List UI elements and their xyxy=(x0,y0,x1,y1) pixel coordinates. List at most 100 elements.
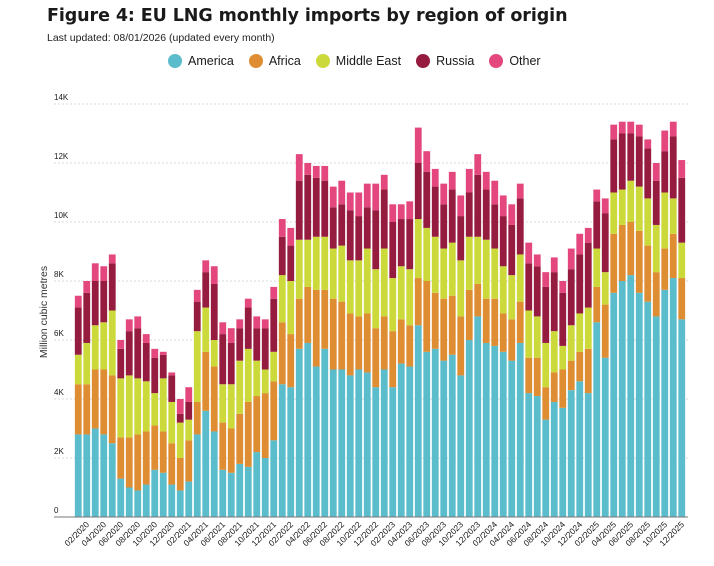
bar-africa xyxy=(550,372,558,402)
bar-africa xyxy=(644,245,652,302)
legend-swatch-middle-east xyxy=(315,54,330,68)
bar-america xyxy=(644,301,652,517)
bar-other xyxy=(244,298,252,308)
bar-america xyxy=(270,440,278,517)
bar-america xyxy=(457,375,465,517)
bar-middle-east xyxy=(516,254,524,302)
bar-middle-east xyxy=(423,227,431,281)
bar-middle-east xyxy=(499,266,507,314)
bar-africa xyxy=(601,304,609,358)
y-tick-label: 6K xyxy=(54,329,64,338)
legend-swatch-america xyxy=(168,54,182,68)
bar-africa xyxy=(533,357,541,397)
bar-africa xyxy=(253,396,261,453)
legend-swatch-africa xyxy=(248,54,263,68)
bar-middle-east xyxy=(533,316,541,358)
bar-america xyxy=(142,484,150,517)
bar-russia xyxy=(661,151,669,193)
bar-america xyxy=(389,387,397,517)
bar-middle-east xyxy=(406,269,414,326)
bar-africa xyxy=(491,298,499,346)
bar-america xyxy=(151,469,159,517)
bar-russia xyxy=(108,263,116,311)
bar-other xyxy=(295,154,303,181)
bar-other xyxy=(499,195,507,217)
legend-item-america[interactable]: America xyxy=(168,54,234,68)
bar-africa xyxy=(525,357,533,394)
legend-label-other: Other xyxy=(509,54,541,68)
bar-middle-east xyxy=(465,236,473,290)
bar-america xyxy=(593,322,601,517)
bar-middle-east xyxy=(244,348,252,402)
bar-russia xyxy=(644,148,652,199)
bar-middle-east xyxy=(321,236,329,290)
bar-other xyxy=(151,348,159,358)
bar-other xyxy=(601,198,609,214)
bar-russia xyxy=(117,348,125,379)
chart-title: Figure 4: EU LNG monthly imports by regi… xyxy=(47,6,568,26)
bar-middle-east xyxy=(610,192,618,234)
bar-other xyxy=(193,289,201,302)
bar-africa xyxy=(219,422,227,470)
bar-russia xyxy=(397,219,405,267)
bar-africa xyxy=(610,233,618,293)
bar-middle-east xyxy=(457,260,465,317)
bar-russia xyxy=(151,357,159,394)
bar-other xyxy=(287,227,295,246)
bar-america xyxy=(287,387,295,517)
bar-other xyxy=(610,124,618,140)
bar-middle-east xyxy=(117,378,125,438)
bar-america xyxy=(635,292,643,517)
bar-other xyxy=(142,334,150,343)
bar-russia xyxy=(652,180,660,225)
bar-middle-east xyxy=(644,198,652,246)
bar-africa xyxy=(83,384,91,435)
bar-other xyxy=(593,189,601,202)
bar-other xyxy=(550,257,558,273)
bar-other xyxy=(576,233,584,255)
bar-america xyxy=(236,463,244,517)
bar-africa xyxy=(287,334,295,388)
bar-america xyxy=(508,360,516,517)
bar-america xyxy=(312,366,320,517)
bar-russia xyxy=(202,272,210,308)
legend-item-russia[interactable]: Russia xyxy=(416,54,474,68)
bar-other xyxy=(329,186,337,208)
bar-africa xyxy=(635,230,643,293)
bar-america xyxy=(669,278,677,517)
bar-america xyxy=(125,487,133,517)
legend-item-africa[interactable]: Africa xyxy=(248,54,301,68)
bar-africa xyxy=(661,248,669,290)
legend-item-other[interactable]: Other xyxy=(489,54,541,68)
bar-middle-east xyxy=(185,419,193,441)
bar-russia xyxy=(525,263,533,311)
bar-africa xyxy=(678,278,686,320)
bar-russia xyxy=(304,174,312,240)
bar-america xyxy=(542,419,550,517)
bar-africa xyxy=(168,443,176,485)
bar-middle-east xyxy=(219,384,227,423)
bar-russia xyxy=(193,301,201,332)
bar-africa xyxy=(508,319,516,361)
bar-middle-east xyxy=(414,219,422,279)
bar-russia xyxy=(576,254,584,314)
bar-middle-east xyxy=(635,186,643,231)
bar-russia xyxy=(142,342,150,382)
bar-africa xyxy=(380,316,388,370)
bar-middle-east xyxy=(270,351,278,382)
bar-middle-east xyxy=(559,345,567,370)
bar-africa xyxy=(227,428,235,473)
bar-america xyxy=(610,292,618,517)
bar-africa xyxy=(576,351,584,382)
bar-middle-east xyxy=(440,248,448,299)
bar-africa xyxy=(457,316,465,376)
bar-africa xyxy=(389,331,397,388)
bar-america xyxy=(168,484,176,517)
bar-russia xyxy=(627,133,635,181)
bar-middle-east xyxy=(593,248,601,287)
bar-middle-east xyxy=(287,281,295,335)
bar-middle-east xyxy=(134,378,142,435)
legend-item-middle-east[interactable]: Middle East xyxy=(315,54,401,68)
bar-america xyxy=(244,466,252,517)
bar-middle-east xyxy=(176,422,184,458)
